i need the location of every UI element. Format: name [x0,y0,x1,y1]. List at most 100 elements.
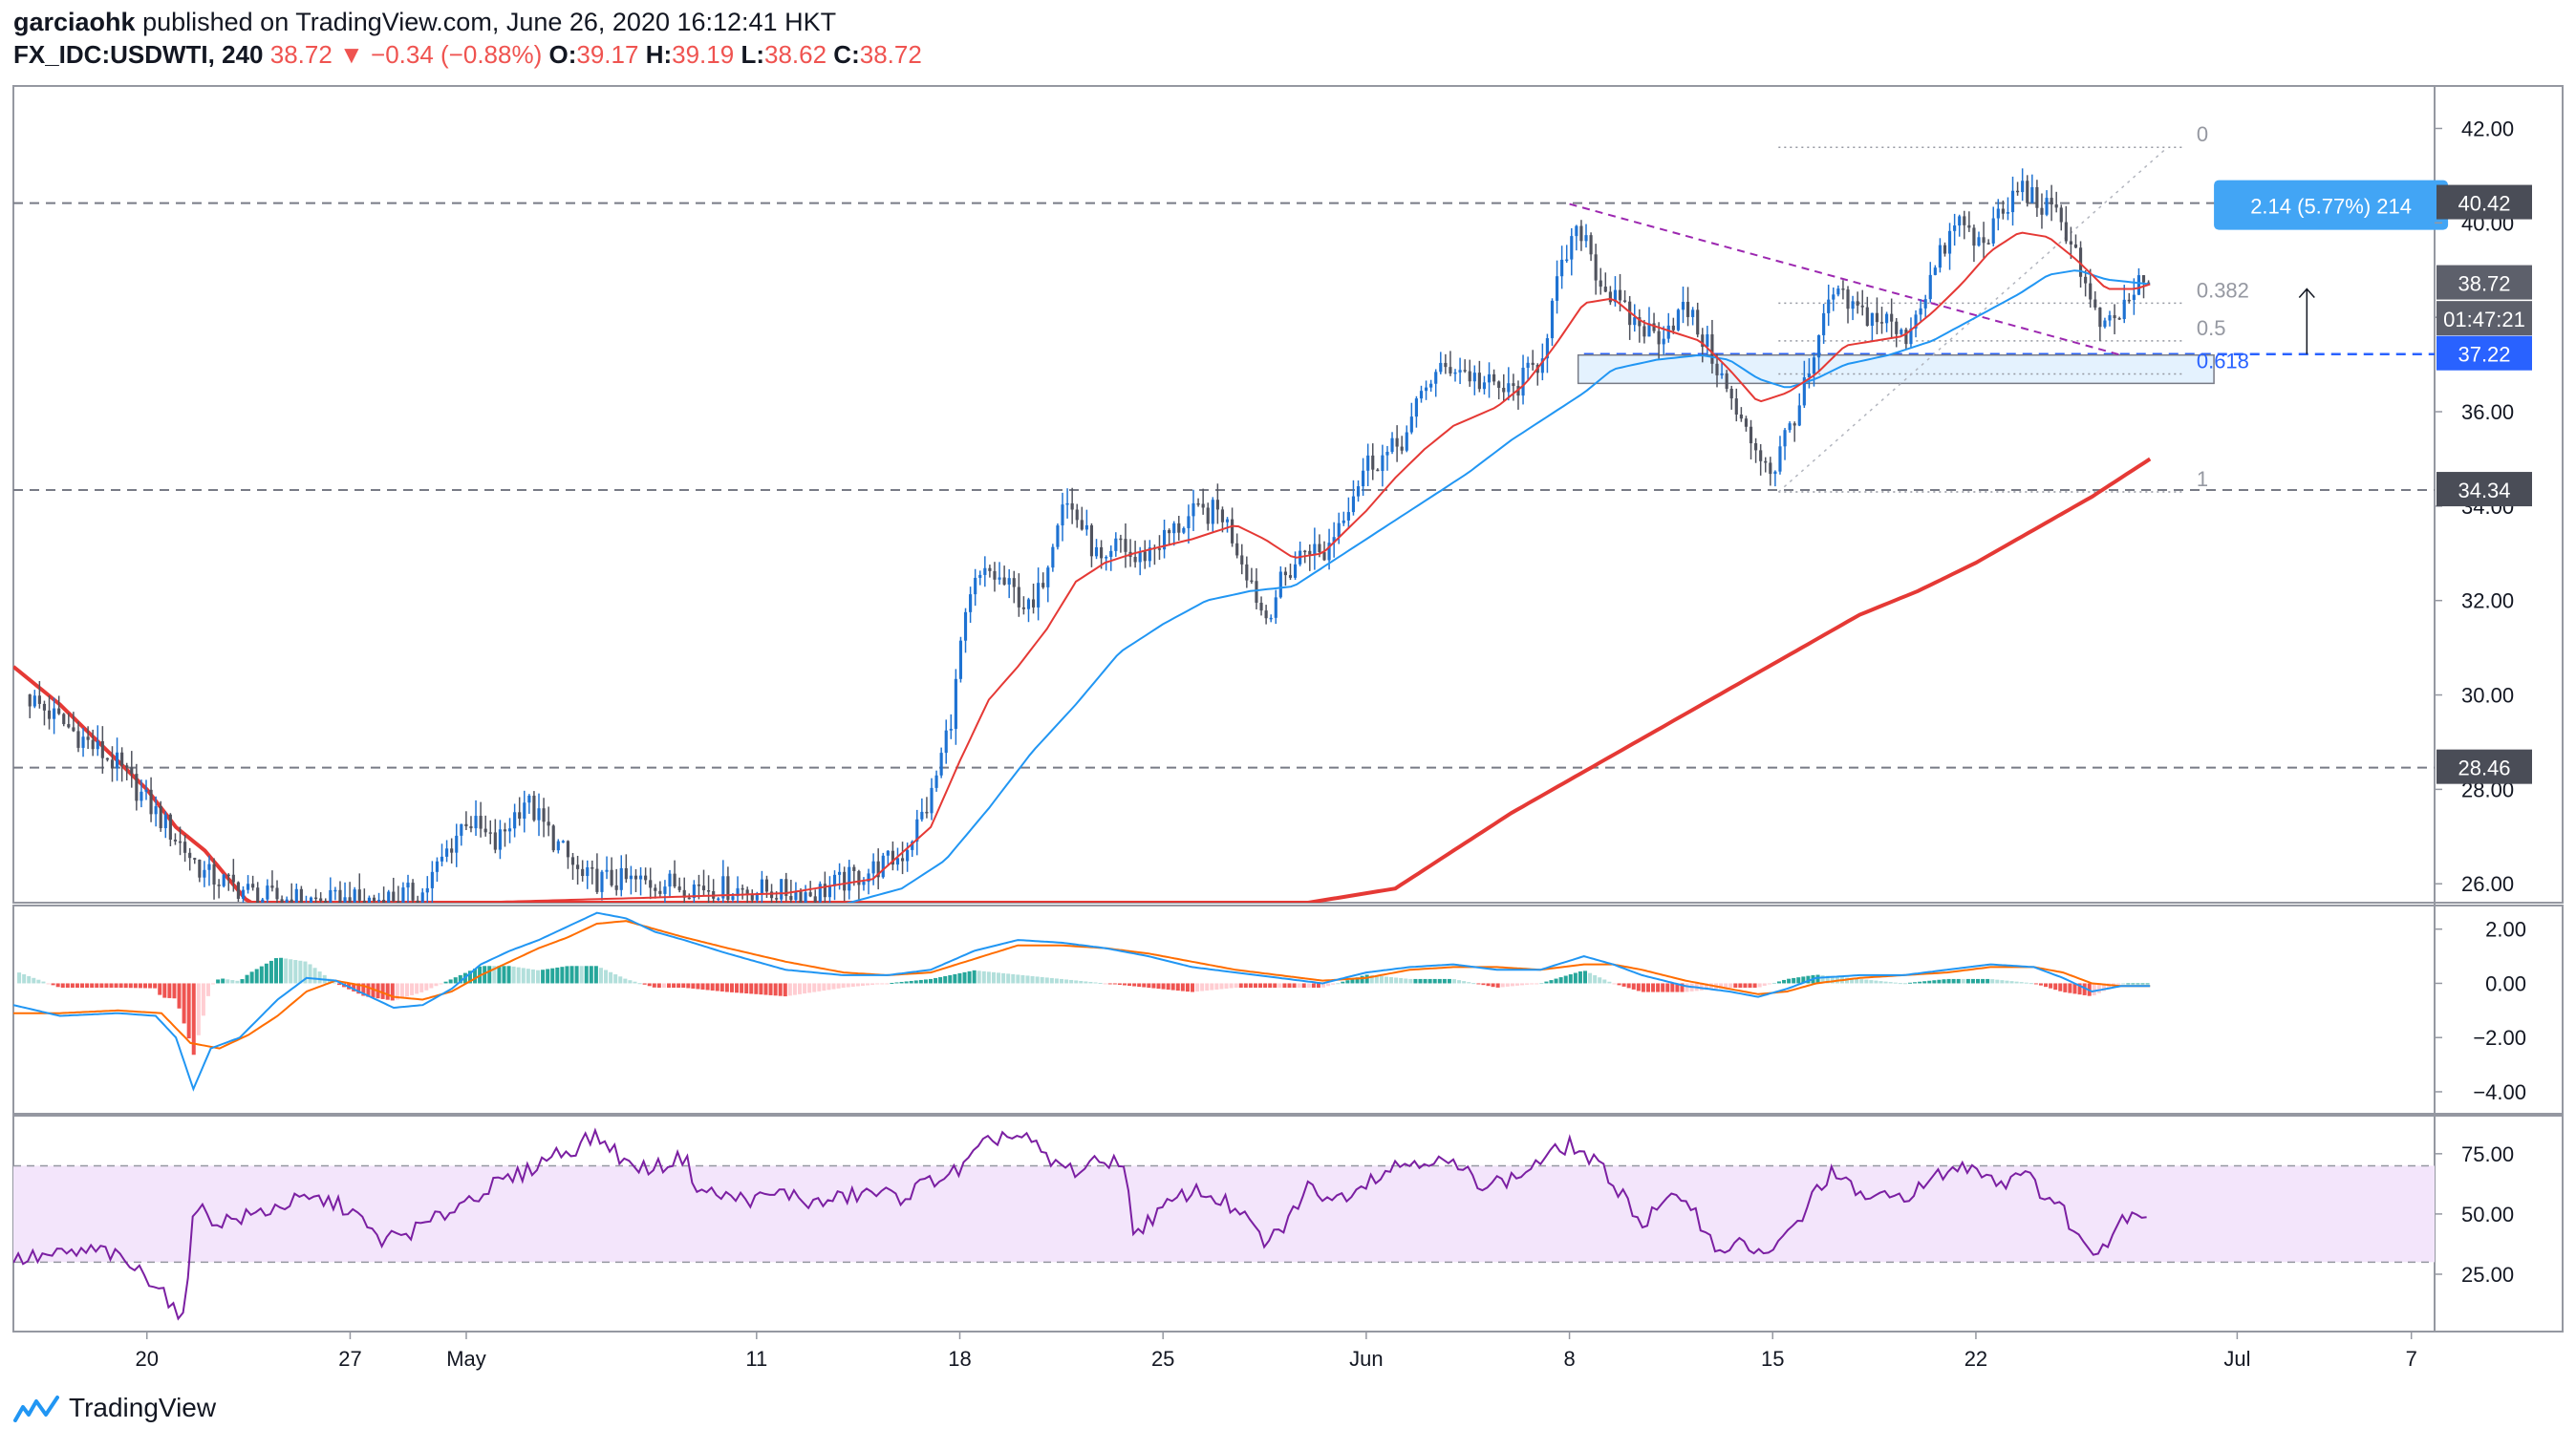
macd-histogram-bar [1825,975,1830,984]
candle-body [425,887,429,893]
candle-body [1846,289,1850,309]
macd-histogram-bar [211,983,216,985]
symbol-label[interactable]: FX_IDC:USDWTI, 240 [13,40,264,69]
macd-histogram-bar [254,969,259,984]
candle-body [507,828,512,832]
low-value: 38.62 [763,40,827,69]
candle-body [1133,556,1137,563]
macd-histogram-bar [1976,978,1981,984]
macd-histogram-bar [957,972,962,984]
candle-body [2108,315,2112,321]
candle-body [939,753,943,776]
candle-body [1739,414,1743,419]
macd-histogram-bar [1258,983,1263,988]
macd-histogram-bar [2096,983,2101,993]
candle-body [474,816,478,829]
candle-body [993,570,997,580]
macd-histogram-bar [948,974,953,984]
macd-histogram-bar [415,983,419,994]
macd-histogram-bar [2019,982,2024,984]
rsi-panel[interactable] [13,1127,2435,1321]
candle-body [1928,274,1932,300]
candle-body [207,864,211,870]
macd-histogram-bar [1345,980,1350,984]
candle-body [67,724,71,728]
macd-histogram-bar [1457,980,1462,984]
candle-body [1565,259,1569,262]
candle-body [1026,599,1031,609]
tradingview-brand[interactable]: TradingView [69,1393,217,1422]
candle-body [2073,244,2078,248]
macd-histogram-bar [1069,979,1074,984]
candle-body [862,882,866,885]
macd-histogram-bar [36,979,41,984]
macd-histogram-bar [1297,983,1301,988]
macd-histogram-bar [787,983,792,996]
macd-histogram-bar [1645,983,1650,992]
macd-histogram-bar [1902,983,1907,985]
macd-histogram-bar [17,972,22,984]
candle-body [1322,552,1326,561]
candle-body [1618,289,1622,301]
candle-body [1895,321,1899,334]
candle-body [285,899,289,903]
macd-panel[interactable] [13,911,2151,1092]
macd-histogram-bar [1942,979,1946,984]
candle-body [324,900,328,903]
macd-histogram-bar [1864,979,1869,984]
candle-body [100,740,104,758]
macd-histogram-bar [691,983,696,989]
candle-body [1875,312,1879,323]
price-panel[interactable]: 0 0.382 0.5 0.618 1 [13,122,2435,930]
macd-histogram-bar [672,983,676,988]
macd-histogram-bar [1442,978,1447,984]
candle-body [1734,398,1738,415]
macd-histogram-bar [1467,982,1471,984]
candle-body [1468,371,1471,382]
candle-body [518,812,522,820]
macd-histogram-bar [1166,983,1170,991]
candle-body [741,887,744,890]
candle-body [125,765,129,768]
candle-body [1788,423,1792,431]
macd-histogram-bar [65,983,70,988]
macd-histogram-bar [1757,983,1762,988]
macd-histogram-bar [2014,981,2019,984]
candle-body [1434,372,1438,384]
candle-body [1172,522,1176,534]
author-name[interactable]: garciaohk [13,8,136,36]
macd-histogram-bar [681,983,686,988]
candle-body [1647,323,1651,337]
macd-histogram-bar [138,983,142,989]
candle-body [876,861,880,878]
candle-body [789,895,793,901]
candle-body [1706,334,1709,348]
candle-body [682,889,686,898]
close-value: 38.72 [859,40,922,69]
macd-histogram-bar [1156,983,1161,990]
macd-histogram-bar [483,966,487,984]
macd-histogram-bar [972,970,977,984]
macd-histogram-bar [584,966,589,984]
macd-histogram-bar [1006,973,1011,984]
macd-histogram-bar [604,970,609,984]
candle-body [1482,382,1487,390]
macd-histogram-bar [1107,983,1112,985]
macd-histogram-bar [1981,978,1986,984]
macd-histogram-bar [569,966,574,984]
candle-body [32,695,36,707]
candle-body [1555,276,1559,301]
macd-histogram-bar [1191,983,1195,992]
macd-histogram-bar [1554,978,1558,984]
candle-body [1938,245,1942,268]
macd-histogram-bar [1918,981,1922,984]
macd-histogram-bar [826,983,831,991]
candle-body [1424,387,1428,392]
macd-histogram-bar [807,983,812,993]
macd-histogram-bar [1142,983,1147,988]
macd-histogram-bar [1374,975,1379,984]
candle-body [294,888,298,903]
macd-histogram-bar [817,983,822,992]
candle-body [1283,571,1287,576]
